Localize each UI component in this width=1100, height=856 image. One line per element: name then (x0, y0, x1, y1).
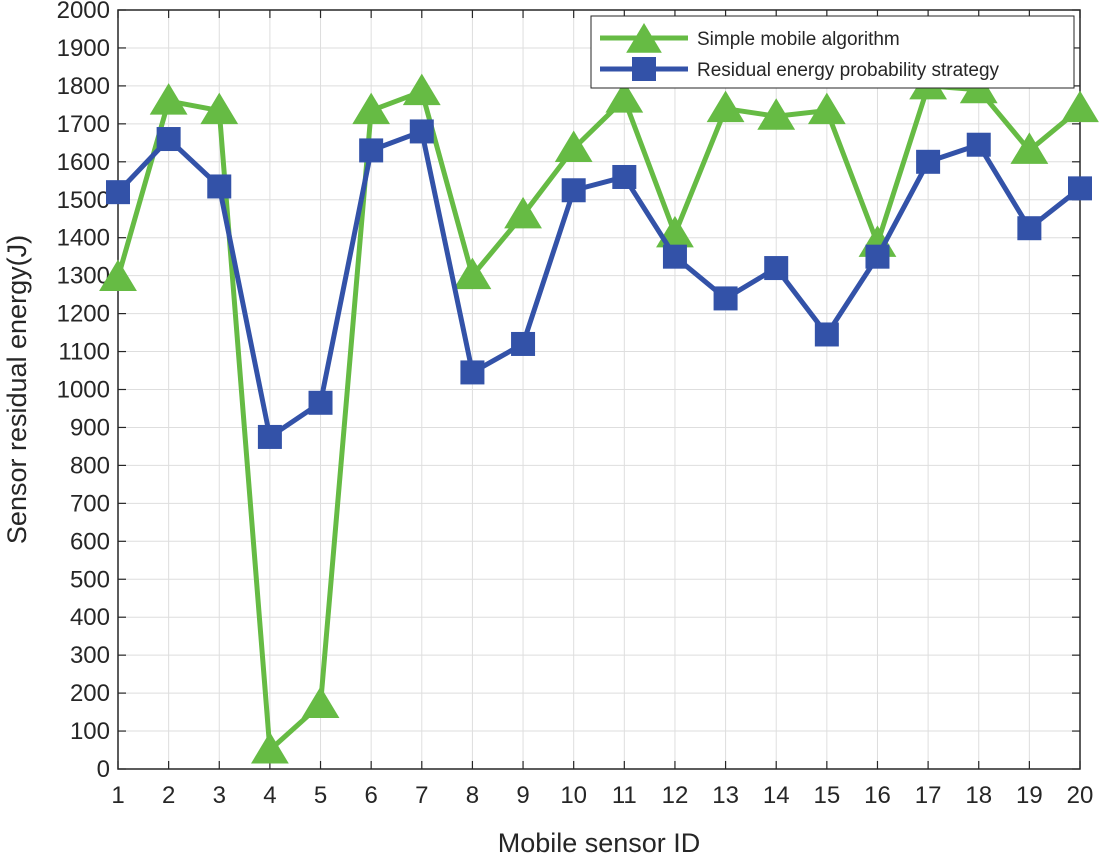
y-tick-label: 600 (70, 528, 110, 555)
x-tick-label: 14 (763, 782, 790, 809)
data-point-square (764, 256, 789, 281)
data-point-square (257, 424, 282, 449)
y-tick-label: 200 (70, 680, 110, 707)
y-tick-label: 1800 (57, 73, 110, 100)
y-tick-label: 1400 (57, 225, 110, 252)
data-point-triangle (99, 259, 137, 292)
series-group (99, 67, 1099, 764)
data-point-triangle (149, 83, 188, 115)
y-tick-label: 1700 (57, 111, 110, 138)
x-tick-label: 3 (213, 782, 226, 809)
series-line-simple-mobile-algorithm (115, 83, 1082, 753)
data-point-square (814, 322, 839, 347)
y-tick-label: 1300 (57, 263, 110, 290)
y-tick-label: 1500 (57, 187, 110, 214)
y-tick-label: 900 (70, 414, 110, 441)
x-tick-label: 16 (864, 782, 891, 809)
legend-box (590, 15, 1075, 89)
x-tick-label: 9 (516, 782, 529, 809)
x-tick-label: 7 (415, 782, 428, 809)
data-point-triangle (554, 130, 593, 163)
x-tick-label: 12 (662, 782, 689, 809)
y-tick-label: 1200 (57, 301, 110, 328)
data-point-square (460, 360, 485, 385)
data-point-triangle (301, 686, 340, 718)
data-point-triangle (807, 92, 846, 125)
data-point-square (1068, 176, 1092, 201)
data-point-square (966, 132, 991, 157)
data-point-triangle (453, 257, 492, 290)
x-tick-label: 4 (263, 782, 276, 809)
x-tick-label: 18 (965, 782, 992, 809)
data-point-square (865, 244, 890, 269)
x-tick-label: 2 (162, 782, 175, 809)
data-point-triangle (352, 92, 391, 125)
x-axis-ticks: 1 2 3 4 5 6 7 8 9 10 11 12 13 14 15 16 17 18 19 20 (111, 10, 1093, 809)
legend-marker-triangle (626, 23, 662, 53)
y-axis-label: Sensor residual energy(J) (2, 235, 32, 544)
y-tick-label: 400 (70, 604, 110, 631)
x-tick-label: 11 (612, 782, 637, 809)
data-point-square (1017, 216, 1042, 241)
data-point-triangle (504, 196, 542, 229)
data-point-square (156, 127, 181, 152)
legend-entry-residual-energy-probability-strategy: Residual energy probability strategy (697, 60, 1000, 81)
y-tick-label: 800 (70, 452, 110, 479)
data-point-square (106, 180, 130, 205)
x-tick-label: 19 (1016, 782, 1043, 809)
data-point-triangle (1061, 90, 1099, 123)
x-tick-label: 20 (1067, 782, 1094, 809)
data-point-square (511, 331, 536, 356)
data-point-square (662, 244, 687, 269)
x-tick-label: 10 (560, 782, 587, 809)
y-tick-label: 1900 (57, 35, 110, 62)
x-tick-label: 6 (364, 782, 377, 809)
x-tick-label: 5 (314, 782, 327, 809)
legend-entry-simple-mobile-algorithm: Simple mobile algorithm (697, 29, 900, 50)
data-point-triangle (250, 732, 289, 764)
y-tick-label: 300 (70, 642, 110, 669)
y-tick-label: 0 (97, 756, 110, 783)
y-tick-label: 700 (70, 490, 110, 517)
data-point-square (713, 286, 738, 311)
data-point-square (612, 164, 637, 189)
data-point-triangle (1010, 132, 1049, 164)
legend-marker-square (632, 57, 656, 81)
y-tick-label: 1000 (57, 377, 110, 404)
data-point-square (207, 174, 232, 199)
y-tick-label: 1600 (57, 149, 110, 176)
data-point-triangle (757, 98, 796, 130)
y-tick-label: 500 (70, 566, 110, 593)
x-tick-label: 13 (712, 782, 739, 809)
y-tick-label: 2000 (57, 0, 110, 24)
x-axis-label: Mobile sensor ID (498, 828, 701, 856)
data-point-triangle (605, 81, 644, 113)
data-point-triangle (200, 92, 239, 125)
data-point-square (308, 390, 333, 415)
x-tick-label: 8 (466, 782, 479, 809)
data-point-square (561, 178, 586, 203)
data-point-square (916, 149, 941, 174)
data-point-square (359, 138, 384, 163)
data-point-square (409, 119, 434, 144)
data-point-triangle (402, 73, 441, 106)
y-axis-ticks: 0 100 200 300 400 500 600 700 800 900 1000 1100 1200… (57, 0, 1080, 783)
data-point-triangle (706, 90, 745, 123)
y-tick-label: 100 (70, 718, 110, 745)
grid (117, 9, 1081, 770)
legend: Simple mobile algorithm Residual energy … (590, 15, 1075, 89)
series-line-residual-energy-probability-strategy (116, 128, 1082, 440)
x-tick-label: 1 (111, 782, 124, 809)
x-tick-label: 17 (915, 782, 942, 809)
y-tick-label: 1100 (58, 339, 110, 366)
x-tick-label: 15 (813, 782, 840, 809)
